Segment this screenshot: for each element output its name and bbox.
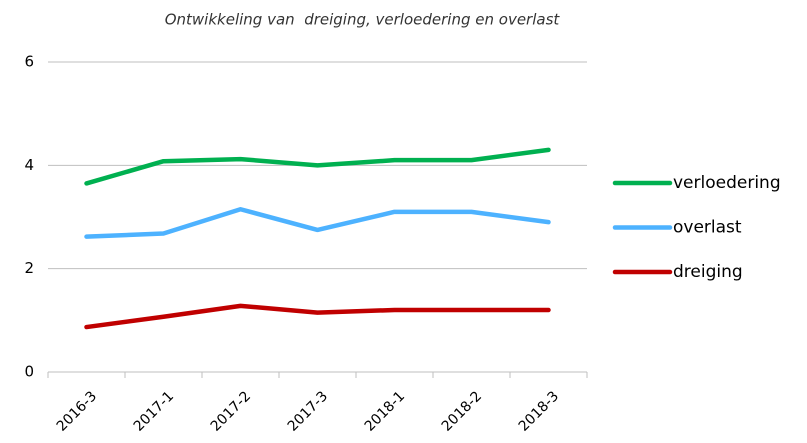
chart-title: Ontwikkeling van dreiging, verloedering …: [165, 11, 561, 29]
y-tick-label: 0: [24, 363, 34, 381]
series-line: [84, 207, 551, 239]
x-tick-label: 2018-1: [362, 388, 408, 434]
x-tick-label: 2017-2: [208, 388, 254, 434]
x-tick-label: 2016-3: [54, 388, 100, 434]
legend-label: dreiging: [673, 262, 743, 282]
x-tick-label: 2017-1: [131, 388, 177, 434]
series-line: [84, 147, 551, 186]
series-line: [84, 303, 551, 330]
y-tick-label: 2: [24, 259, 34, 277]
y-tick-label: 4: [24, 156, 34, 174]
legend-label: overlast: [673, 218, 742, 238]
legend-label: verloedering: [673, 173, 781, 193]
x-tick-label: 2017-3: [285, 388, 331, 434]
x-tick-label: 2018-3: [516, 388, 562, 434]
y-tick-label: 6: [24, 53, 34, 71]
x-tick-label: 2018-2: [439, 388, 485, 434]
